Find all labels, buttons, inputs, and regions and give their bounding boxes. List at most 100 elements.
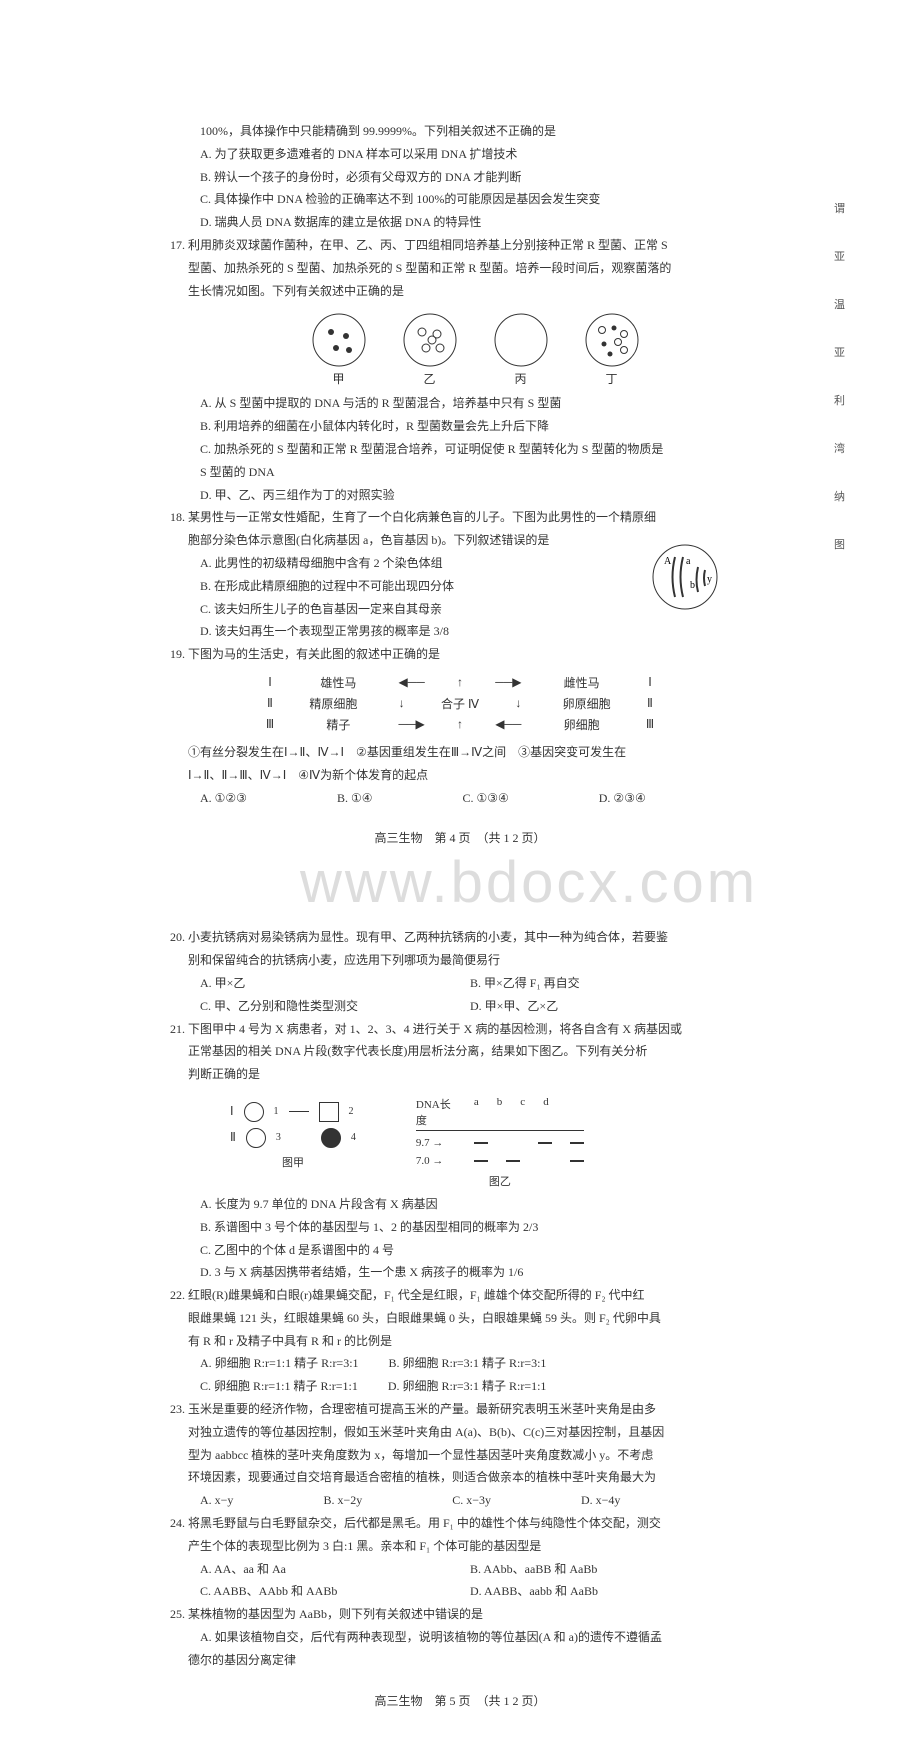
gene-label-y: y: [707, 574, 712, 585]
petri-label-2: 乙: [402, 370, 458, 387]
q17-option-b: B. 利用培养的细菌在小鼠体内转化时，R 型菌数量会先上升后下降: [170, 415, 750, 438]
q19-option-a: A. ①②③: [200, 787, 247, 810]
gel-header-label: DNA长度: [416, 1096, 456, 1128]
down-arrow-icon: ↓: [387, 696, 417, 711]
page-footer-4: 高三生物 第 4 页 （共 1 2 页）: [170, 829, 750, 846]
q23-option-d: D. x−4y: [581, 1489, 620, 1512]
pedigree-circle-icon: [246, 1128, 266, 1148]
q21-stem-cont: 正常基因的相关 DNA 片段(数字代表长度)用层析法分离，结果如下图乙。下列有关…: [170, 1040, 750, 1063]
gel-band-icon: [570, 1160, 584, 1162]
page-footer-5: 高三生物 第 5 页 （共 1 2 页）: [170, 1692, 750, 1709]
q17-option-c: C. 加热杀死的 S 型菌和正常 R 型菌混合培养，可证明促使 R 型菌转化为 …: [170, 438, 750, 461]
petri-dish-2: 乙: [402, 312, 458, 387]
right-arrow-icon: ──▶: [493, 675, 523, 690]
left-arrow-icon: ◀──: [493, 717, 523, 732]
roman-2l: Ⅱ: [260, 696, 280, 711]
petri-icon: [584, 312, 640, 368]
pedigree-circle-icon: [244, 1102, 264, 1122]
gel-col-b: b: [497, 1096, 503, 1128]
q24-option-c: C. AABB、AAbb 和 AABb: [200, 1580, 420, 1603]
q20-option-d: D. 甲×甲、乙×乙: [470, 995, 558, 1018]
q17-option-a: A. 从 S 型菌中提取的 DNA 与活的 R 型菌混合，培养基中只有 S 型菌: [170, 392, 750, 415]
q19-option-d: D. ②③④: [599, 787, 646, 810]
q23-stem: 23. 玉米是重要的经济作物，合理密植可提高玉米的产量。最新研究表明玉米茎叶夹角…: [170, 1398, 750, 1421]
q17-option-d: D. 甲、乙、丙三组作为丁的对照实验: [170, 484, 750, 507]
q24-option-b: B. AAbb、aaBB 和 AaBb: [470, 1558, 597, 1581]
gel-band-icon: [506, 1160, 520, 1162]
petri-label-4: 丁: [584, 370, 640, 387]
q16-continuation: 100%，具体操作中只能精确到 99.9999%。下列相关叙述不正确的是: [170, 120, 750, 143]
q22-row2: C. 卵细胞 R:r=1:1 精子 R:r=1:1 D. 卵细胞 R:r=3:1…: [170, 1375, 750, 1398]
exam-page-4: 谓 亚 温 亚 利 湾 纳 图 100%，具体操作中只能精确到 99.9999%…: [170, 0, 750, 886]
gel-band-icon: [570, 1142, 584, 1144]
gel-band-icon: [538, 1142, 552, 1144]
q24-row2: C. AABB、AAbb 和 AABb D. AABB、aabb 和 AaBb: [170, 1580, 750, 1603]
pedigree-figure: Ⅰ 1 2 Ⅱ 3 4 图甲: [230, 1096, 356, 1170]
petri-dish-1: 甲: [311, 312, 367, 387]
q24-option-a: A. AA、aa 和 Aa: [200, 1558, 420, 1581]
gel-band-icon: [474, 1142, 488, 1144]
gel-caption: 图乙: [416, 1173, 584, 1189]
side-mark: 纳: [834, 488, 845, 504]
q22-option-a: A. 卵细胞 R:r=1:1 精子 R:r=3:1: [200, 1352, 359, 1375]
gel-band-icon: [474, 1160, 488, 1162]
q24-stem-cont: 产生个体的表现型比例为 3 白:1 黑。亲本和 F₁ 个体可能的基因型是: [170, 1535, 750, 1558]
male-horse: 雄性马: [298, 674, 378, 691]
q24-row1: A. AA、aa 和 Aa B. AAbb、aaBB 和 AaBb: [170, 1558, 750, 1581]
q16-option-c: C. 具体操作中 DNA 检验的正确率达不到 100%的可能原因是基因会发生突变: [170, 188, 750, 211]
ped-num-2: 2: [349, 1106, 354, 1117]
q19-note: ①有丝分裂发生在Ⅰ→Ⅱ、Ⅳ→Ⅰ ②基因重组发生在Ⅲ→Ⅳ之间 ③基因突变可发生在: [170, 741, 750, 764]
q17-option-c2: S 型菌的 DNA: [170, 461, 750, 484]
q22-option-c: C. 卵细胞 R:r=1:1 精子 R:r=1:1: [200, 1375, 358, 1398]
q19-options: A. ①②③ B. ①④ C. ①③④ D. ②③④: [170, 787, 750, 810]
gen-label-1: Ⅰ: [230, 1104, 234, 1119]
q20-row2: C. 甲、乙分别和隐性类型测交 D. 甲×甲、乙×乙: [170, 995, 750, 1018]
down-arrow-icon: ↓: [503, 696, 533, 711]
q19-horse-diagram: Ⅰ 雄性马 ◀── ↑ ──▶ 雌性马 Ⅰ Ⅱ 精原细胞 ↓ 合子 Ⅳ ↓ 卵原…: [260, 674, 660, 733]
up-arrow-icon: ↑: [445, 717, 475, 732]
q24-stem: 24. 将黑毛野鼠与白毛野鼠杂交，后代都是黑毛。用 F₁ 中的雄性个体与纯隐性个…: [170, 1512, 750, 1535]
gel-col-c: c: [520, 1096, 525, 1128]
q22-stem-cont: 眼雌果蝇 121 头，红眼雄果蝇 60 头，白眼雌果蝇 0 头，白眼雄果蝇 59…: [170, 1307, 750, 1330]
q22-stem-cont2: 有 R 和 r 及精子中具有 R 和 r 的比例是: [170, 1330, 750, 1353]
roman-3r: Ⅲ: [640, 717, 660, 732]
q21-figures: Ⅰ 1 2 Ⅱ 3 4 图甲 DNA长度 a b c: [230, 1096, 750, 1189]
side-mark: 利: [834, 392, 845, 408]
ped-num-1: 1: [274, 1106, 279, 1117]
pedigree-line-icon: [289, 1111, 309, 1113]
q19-option-c: C. ①③④: [462, 787, 508, 810]
ped-num-3: 3: [276, 1132, 281, 1143]
gene-label-a: a: [686, 556, 691, 567]
side-margin-marks: 谓 亚 温 亚 利 湾 纳 图: [834, 200, 845, 552]
q16-option-d: D. 瑞典人员 DNA 数据库的建立是依据 DNA 的特异性: [170, 211, 750, 234]
gel-figure: DNA长度 a b c d 9.7 → 7.0 → 图乙: [416, 1096, 584, 1189]
left-arrow-icon: ◀──: [397, 675, 427, 690]
q20-stem-cont: 别和保留纯合的抗锈病小麦，应选用下列哪项为最简便易行: [170, 949, 750, 972]
sperm-mother-cell: 精原细胞: [293, 695, 373, 712]
q23-options: A. x−y B. x−2y C. x−3y D. x−4y: [170, 1489, 750, 1512]
side-mark: 谓: [834, 200, 845, 216]
petri-icon: [493, 312, 549, 368]
q19-option-b: B. ①④: [337, 787, 373, 810]
q17-stem: 17. 利用肺炎双球菌作菌种，在甲、乙、丙、丁四组相同培养基上分别接种正常 R …: [170, 234, 750, 257]
q18-cell-diagram: A a b y: [650, 542, 720, 616]
right-arrow-icon: ──▶: [397, 717, 427, 732]
q21-option-a: A. 长度为 9.7 单位的 DNA 片段含有 X 病基因: [170, 1193, 750, 1216]
q20-stem: 20. 小麦抗锈病对易染锈病为显性。现有甲、乙两种抗锈病的小麦，其中一种为纯合体…: [170, 926, 750, 949]
q17-stem-cont2: 生长情况如图。下列有关叙述中正确的是: [170, 280, 750, 303]
q25-option-a: A. 如果该植物自交，后代有两种表现型，说明该植物的等位基因(A 和 a)的遗传…: [170, 1626, 750, 1649]
q18-stem: 18. 某男性与一正常女性婚配，生育了一个白化病兼色盲的儿子。下图为此男性的一个…: [170, 506, 750, 529]
roman-2r: Ⅱ: [640, 696, 660, 711]
roman-1l: Ⅰ: [260, 675, 280, 690]
petri-icon: [402, 312, 458, 368]
q23-stem-cont3: 环境因素，现要通过自交培育最适合密植的植株，则适合做亲本的植株中茎叶夹角最大为: [170, 1466, 750, 1489]
gel-row-70: 7.0 →: [416, 1155, 456, 1167]
side-mark: 亚: [834, 344, 845, 360]
petri-dish-3: 丙: [493, 312, 549, 387]
q21-stem-cont2: 判断正确的是: [170, 1063, 750, 1086]
sperm: 精子: [298, 716, 378, 733]
roman-1r: Ⅰ: [640, 675, 660, 690]
q16-option-b: B. 辨认一个孩子的身份时，必须有父母双方的 DNA 才能判断: [170, 166, 750, 189]
q21-option-b: B. 系谱图中 3 号个体的基因型与 1、2 的基因型相同的概率为 2/3: [170, 1216, 750, 1239]
petri-dish-4: 丁: [584, 312, 640, 387]
